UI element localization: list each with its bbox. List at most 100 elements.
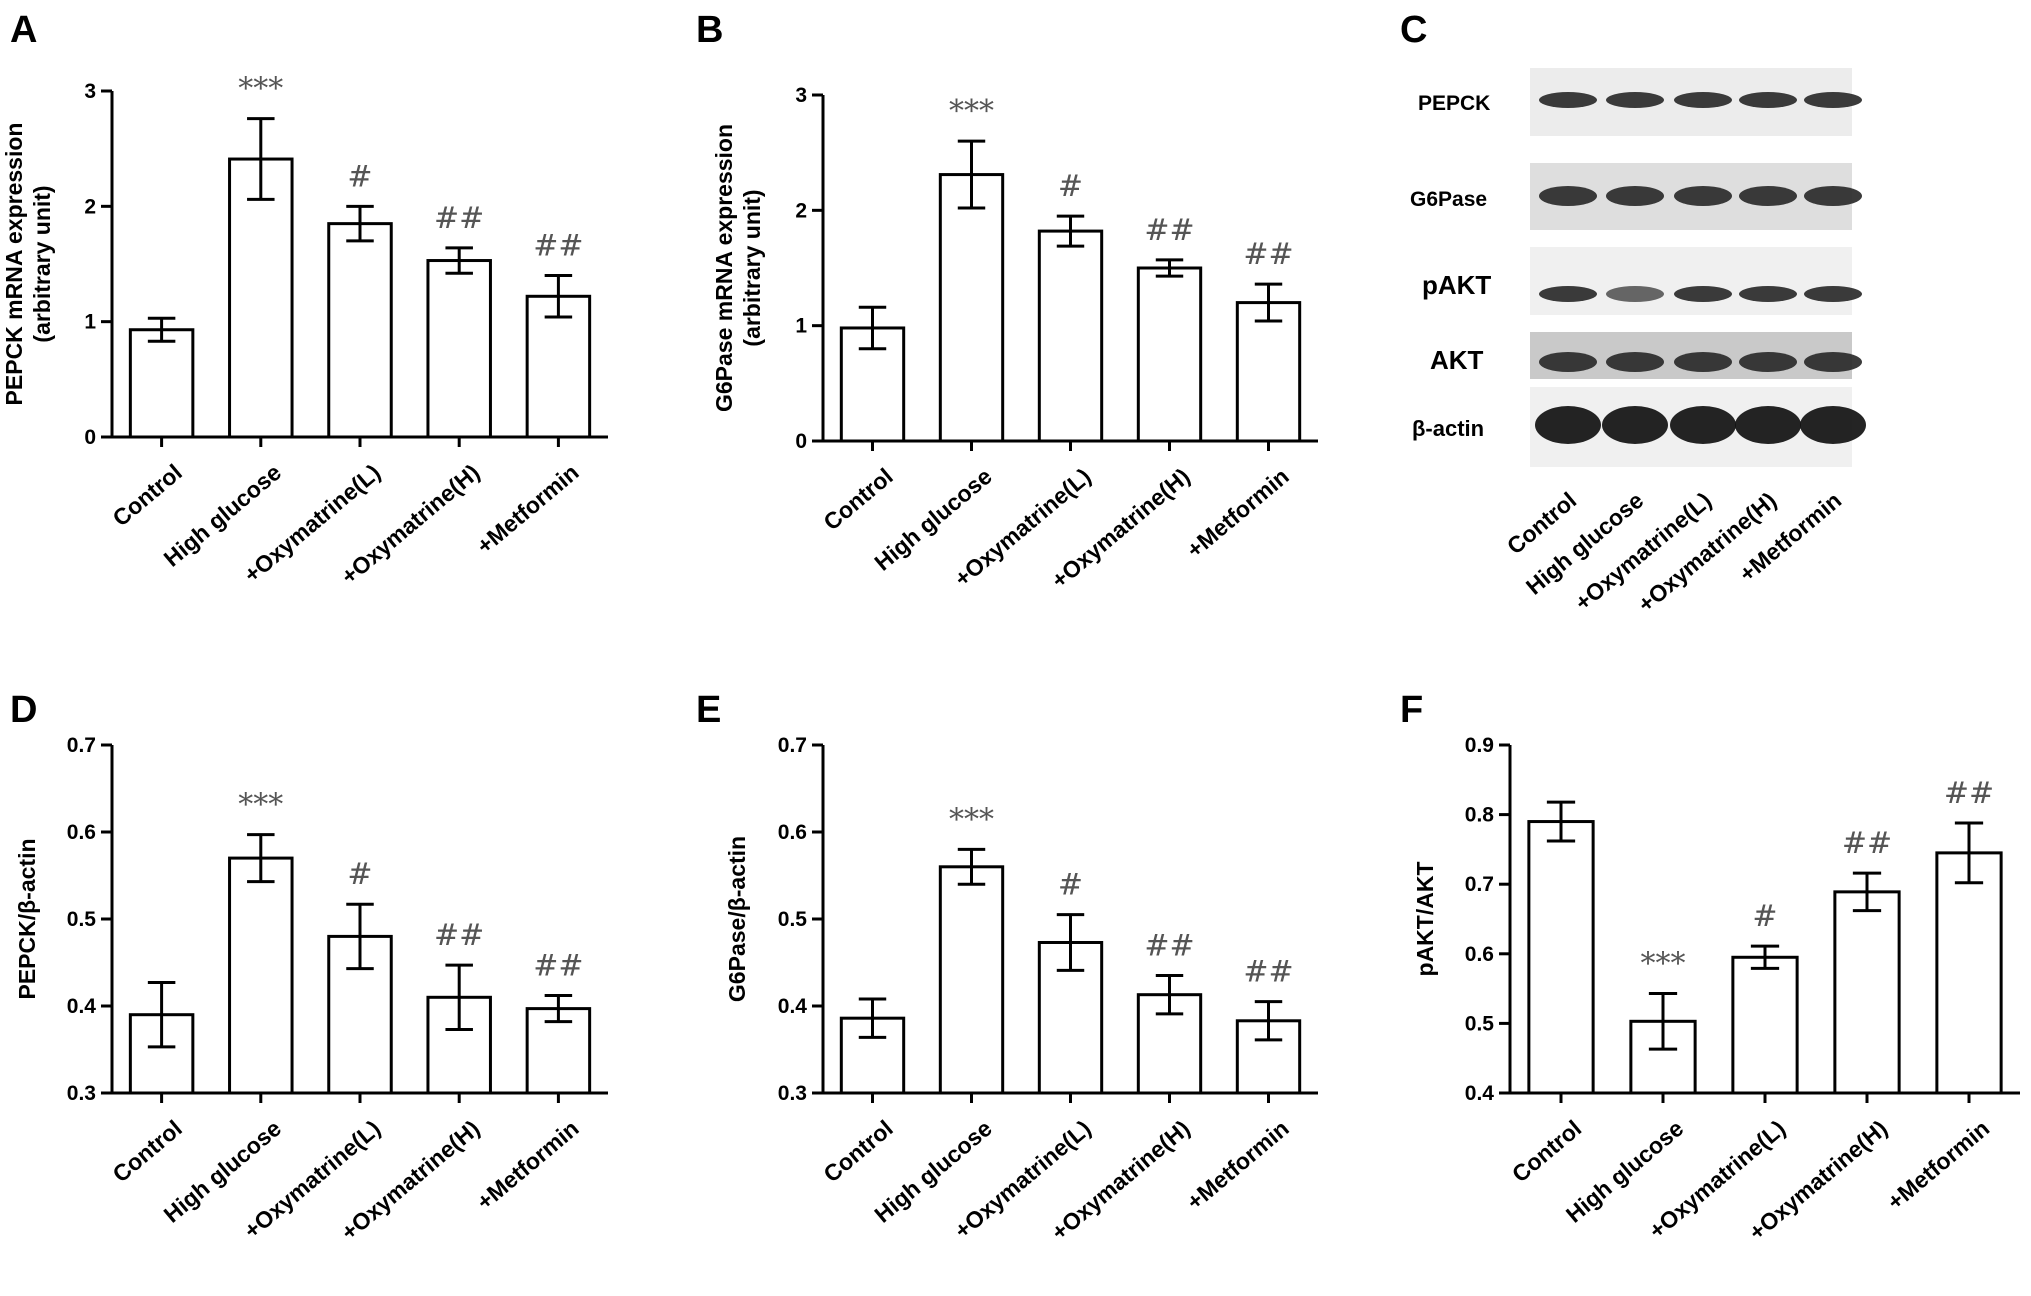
blot-row-label: AKT xyxy=(1430,345,1484,375)
y-axis-label-line: (arbitrary unit) xyxy=(29,185,55,342)
y-tick-label: 0.7 xyxy=(778,734,807,757)
y-tick-label: 0.8 xyxy=(1465,804,1495,827)
panel-letter-d: D xyxy=(10,689,37,731)
blot-band xyxy=(1800,406,1866,444)
blot-row-label: G6Pase xyxy=(1410,188,1487,211)
panel-letter-f: F xyxy=(1400,689,1423,731)
significance-mark: # xyxy=(1752,899,1777,934)
blot-band xyxy=(1804,286,1862,302)
blot-band xyxy=(1539,352,1597,372)
blot-band xyxy=(1739,352,1797,372)
category-label: +Metformin xyxy=(471,459,583,559)
significance-mark: ## xyxy=(1144,929,1194,964)
y-axis-label: PEPCK/β-actin xyxy=(14,838,40,999)
y-tick-label: 0.4 xyxy=(778,995,808,1018)
bar-b-4 xyxy=(1136,266,1203,443)
chart-panel-b: 0 1 2 3 G6Pase mRNA expression(arbitrary uni… xyxy=(711,84,1318,593)
y-axis-label: pAKT/AKT xyxy=(1412,862,1438,977)
y-tick-label: 0.6 xyxy=(67,821,96,844)
panel-letter-a: A xyxy=(10,9,37,51)
blot-band xyxy=(1674,352,1732,372)
chart-panel-d: 0.30.40.50.60.7PEPCK/β-actinControl***Hi… xyxy=(14,734,608,1245)
blot-row-label: pAKT xyxy=(1422,270,1491,300)
y-axis-label-line: G6Pase mRNA expression xyxy=(711,124,737,412)
y-axis-label: G6Pase/β-actin xyxy=(724,836,750,1002)
y-axis-label-line: pAKT/AKT xyxy=(1412,862,1438,977)
y-tick-label: 0.6 xyxy=(1465,943,1494,966)
significance-mark: # xyxy=(347,857,372,892)
blot-band xyxy=(1535,406,1601,444)
significance-mark: # xyxy=(1058,169,1083,204)
significance-mark: *** xyxy=(238,72,283,107)
blot-row-label: β-actin xyxy=(1412,416,1484,441)
bar-f-5 xyxy=(1935,851,2003,1095)
significance-mark: ## xyxy=(1944,776,1994,811)
blot-band xyxy=(1739,186,1797,206)
significance-mark: ## xyxy=(533,949,583,984)
panel-letter-e: E xyxy=(696,689,721,731)
bar-b-5 xyxy=(1235,301,1302,443)
y-axis-label-line: PEPCK/β-actin xyxy=(14,838,40,999)
significance-mark: ## xyxy=(1243,237,1293,272)
bar-f-1 xyxy=(1527,820,1595,1095)
blot-band xyxy=(1602,406,1668,444)
chart-panel-f: 0.40.50.60.70.80.9pAKT/AKTControl***High… xyxy=(1412,734,2020,1245)
significance-mark: ## xyxy=(1842,826,1892,861)
blot-band xyxy=(1804,352,1862,372)
chart-panel-e: 0.30.40.50.60.7G6Pase/β-actinControl***H… xyxy=(724,734,1318,1245)
y-axis-label: G6Pase mRNA expression(arbitrary unit) xyxy=(711,124,765,412)
significance-mark: # xyxy=(1058,868,1083,903)
y-tick-label: 0.4 xyxy=(67,995,97,1018)
category-label: +Metformin xyxy=(1882,1115,1994,1215)
significance-mark: # xyxy=(347,159,372,194)
bar-b-3 xyxy=(1037,229,1104,443)
bar-a-3 xyxy=(327,222,393,439)
y-tick-label: 1 xyxy=(795,315,807,338)
category-label: Control xyxy=(818,463,897,535)
category-label: Control xyxy=(818,1115,897,1187)
significance-mark: *** xyxy=(949,802,994,837)
blot-band xyxy=(1539,186,1597,206)
bar-a-5 xyxy=(525,294,592,439)
blot-strip-3 xyxy=(1530,247,1852,315)
category-label: +Metformin xyxy=(1182,463,1294,563)
y-tick-label: 0.9 xyxy=(1465,734,1494,757)
y-tick-label: 3 xyxy=(84,80,96,103)
blot-band xyxy=(1674,92,1732,108)
bar-a-4 xyxy=(426,259,492,439)
blot-row-label: PEPCK xyxy=(1418,92,1490,115)
category-label: Control xyxy=(1507,1115,1586,1187)
y-axis-label-line: G6Pase/β-actin xyxy=(724,836,750,1002)
significance-mark: *** xyxy=(238,788,283,823)
blot-band xyxy=(1606,92,1664,108)
y-axis-label-line: (arbitrary unit) xyxy=(739,189,765,346)
significance-mark: ## xyxy=(533,229,583,264)
blot-band xyxy=(1539,286,1597,302)
y-tick-label: 0.7 xyxy=(67,734,96,757)
significance-mark: ## xyxy=(434,201,484,236)
category-label: Control xyxy=(107,1115,186,1187)
y-tick-label: 2 xyxy=(84,195,96,218)
category-label: Control xyxy=(107,459,186,531)
significance-mark: *** xyxy=(1641,946,1686,981)
y-axis-label-line: PEPCK mRNA expression xyxy=(1,123,27,406)
y-tick-label: 0.3 xyxy=(778,1082,807,1105)
blot-band xyxy=(1670,406,1736,444)
y-axis-label: PEPCK mRNA expression(arbitrary unit) xyxy=(1,123,55,406)
y-tick-label: 3 xyxy=(795,84,807,107)
blot-band xyxy=(1804,186,1862,206)
y-tick-label: 0.4 xyxy=(1465,1082,1495,1105)
panel-letter-b: B xyxy=(696,9,723,51)
y-tick-label: 0.5 xyxy=(67,908,97,931)
panel-letter-c: C xyxy=(1400,9,1427,51)
y-tick-label: 0.3 xyxy=(67,1082,96,1105)
blot-band xyxy=(1735,406,1801,444)
blot-band xyxy=(1606,352,1664,372)
blot-band xyxy=(1739,286,1797,302)
blot-band xyxy=(1674,186,1732,206)
y-tick-label: 0.5 xyxy=(1465,1012,1495,1035)
y-tick-label: 2 xyxy=(795,199,807,222)
bar-d-2 xyxy=(228,856,294,1095)
chart-panel-a: 0 1 2 3 PEPCK mRNA expression(arbitrary unit… xyxy=(1,72,608,589)
